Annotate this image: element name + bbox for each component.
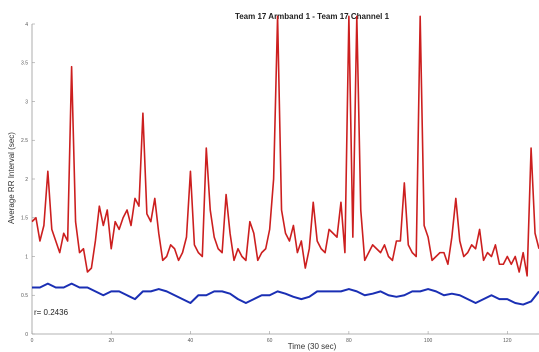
y-tick-label: 3.5 bbox=[21, 61, 28, 67]
chart-title: Team 17 Armband 1 - Team 17 Channel 1 bbox=[235, 12, 390, 21]
x-tick-label: 0 bbox=[31, 338, 34, 344]
y-tick-label: 4 bbox=[25, 22, 28, 28]
y-tick-label: 3 bbox=[25, 99, 28, 105]
x-tick-label: 80 bbox=[346, 338, 352, 344]
y-tick-label: 2 bbox=[25, 177, 28, 183]
y-axis-ticks: 0 0.5 1 1.5 2 2.5 3 3.5 4 bbox=[21, 22, 35, 338]
y-tick-label: 1.5 bbox=[21, 216, 28, 222]
x-tick-label: 20 bbox=[108, 338, 114, 344]
series-line-blue bbox=[32, 282, 539, 306]
x-tick-label: 100 bbox=[424, 338, 433, 344]
x-axis-ticks: 0 20 40 60 80 100 120 bbox=[31, 331, 512, 344]
series-line-red bbox=[31, 15, 539, 277]
y-tick-label: 0.5 bbox=[21, 293, 28, 299]
y-axis-label: Average RR Interval (sec) bbox=[7, 132, 16, 224]
y-tick-label: 0 bbox=[25, 332, 28, 338]
y-tick-label: 1 bbox=[25, 254, 28, 260]
x-tick-label: 120 bbox=[503, 338, 512, 344]
y-tick-label: 2.5 bbox=[21, 138, 28, 144]
x-tick-label: 40 bbox=[188, 338, 194, 344]
correlation-annotation: r= 0.2436 bbox=[34, 308, 69, 317]
series-layer bbox=[31, 15, 539, 306]
x-axis-label: Time (30 sec) bbox=[288, 342, 337, 351]
x-tick-label: 60 bbox=[267, 338, 273, 344]
